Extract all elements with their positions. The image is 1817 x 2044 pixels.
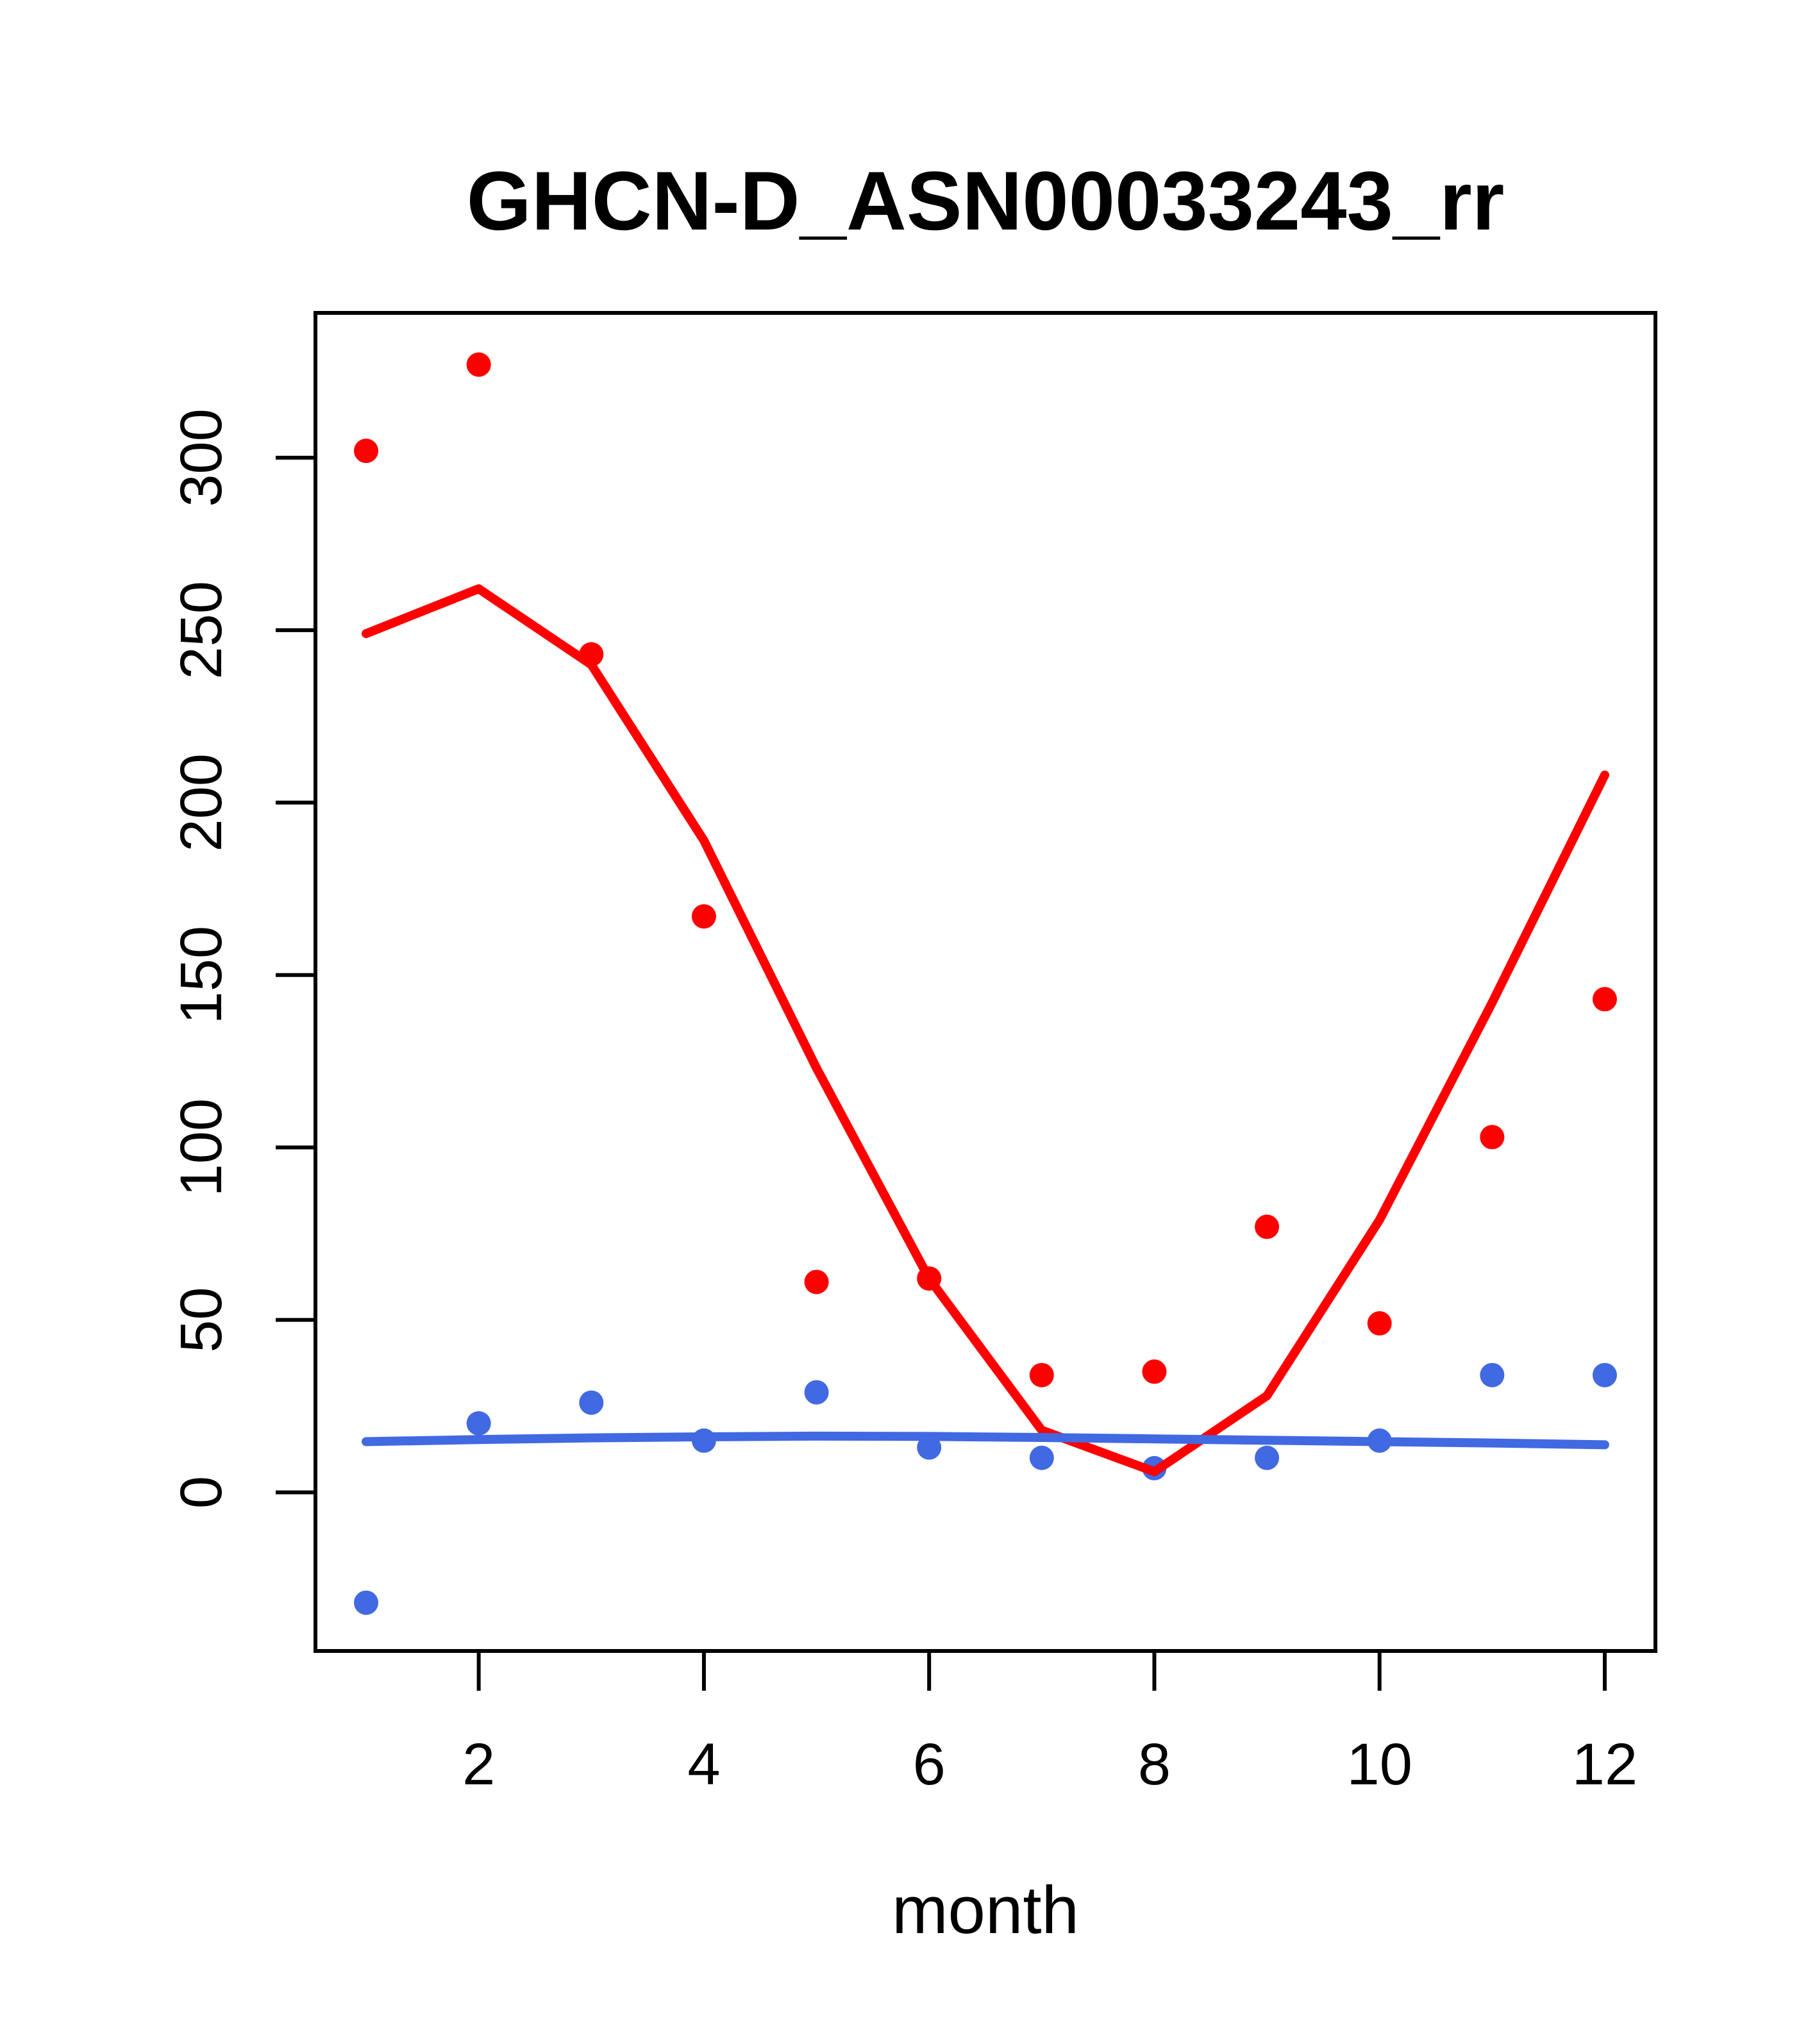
red-point (691, 904, 716, 929)
red-point (1480, 1125, 1505, 1150)
red-point (1592, 987, 1617, 1012)
red-point (1029, 1362, 1054, 1387)
red-fitted-line (362, 584, 1609, 1477)
x-tick-label: 6 (913, 1732, 946, 1797)
blue-point (1592, 1362, 1617, 1387)
blue-point (1255, 1445, 1280, 1470)
y-tick-label: 50 (169, 1287, 234, 1352)
blue-point (579, 1390, 604, 1415)
x-axis-label: month (892, 1873, 1079, 1948)
y-tick-label: 150 (169, 926, 234, 1025)
x-tick-label: 10 (1347, 1732, 1412, 1797)
x-tick-label: 8 (1138, 1732, 1171, 1797)
blue-point (1029, 1445, 1054, 1470)
data-marks (354, 352, 1617, 1615)
red-point (804, 1269, 829, 1294)
red-point (1255, 1214, 1280, 1239)
blue-fitted-line (362, 1431, 1609, 1450)
blue-point (466, 1411, 491, 1436)
x-tick-label: 2 (462, 1732, 495, 1797)
y-tick-label: 0 (169, 1476, 234, 1509)
blue-point (1480, 1362, 1505, 1387)
plot-frame (314, 311, 1657, 1653)
y-axis-ticks: 0 50 100 150 200 250 300 (169, 408, 315, 1509)
chart-title: GHCN-D_ASN00033243_rr (467, 154, 1505, 247)
red-point (354, 439, 379, 464)
red-point (1367, 1311, 1392, 1336)
y-tick-label: 100 (169, 1098, 234, 1197)
blue-point (917, 1435, 942, 1460)
x-tick-label: 12 (1572, 1732, 1637, 1797)
y-tick-label: 300 (169, 408, 234, 507)
y-tick-label: 250 (169, 581, 234, 680)
plot-frame-box (314, 311, 1657, 1653)
red-point (1142, 1359, 1167, 1384)
x-tick-label: 4 (687, 1732, 720, 1797)
red-point (466, 352, 491, 377)
x-axis-ticks: 2 4 6 8 10 12 (462, 1651, 1637, 1797)
blue-point (354, 1590, 379, 1615)
blue-point (804, 1380, 829, 1405)
y-tick-label: 200 (169, 753, 234, 852)
